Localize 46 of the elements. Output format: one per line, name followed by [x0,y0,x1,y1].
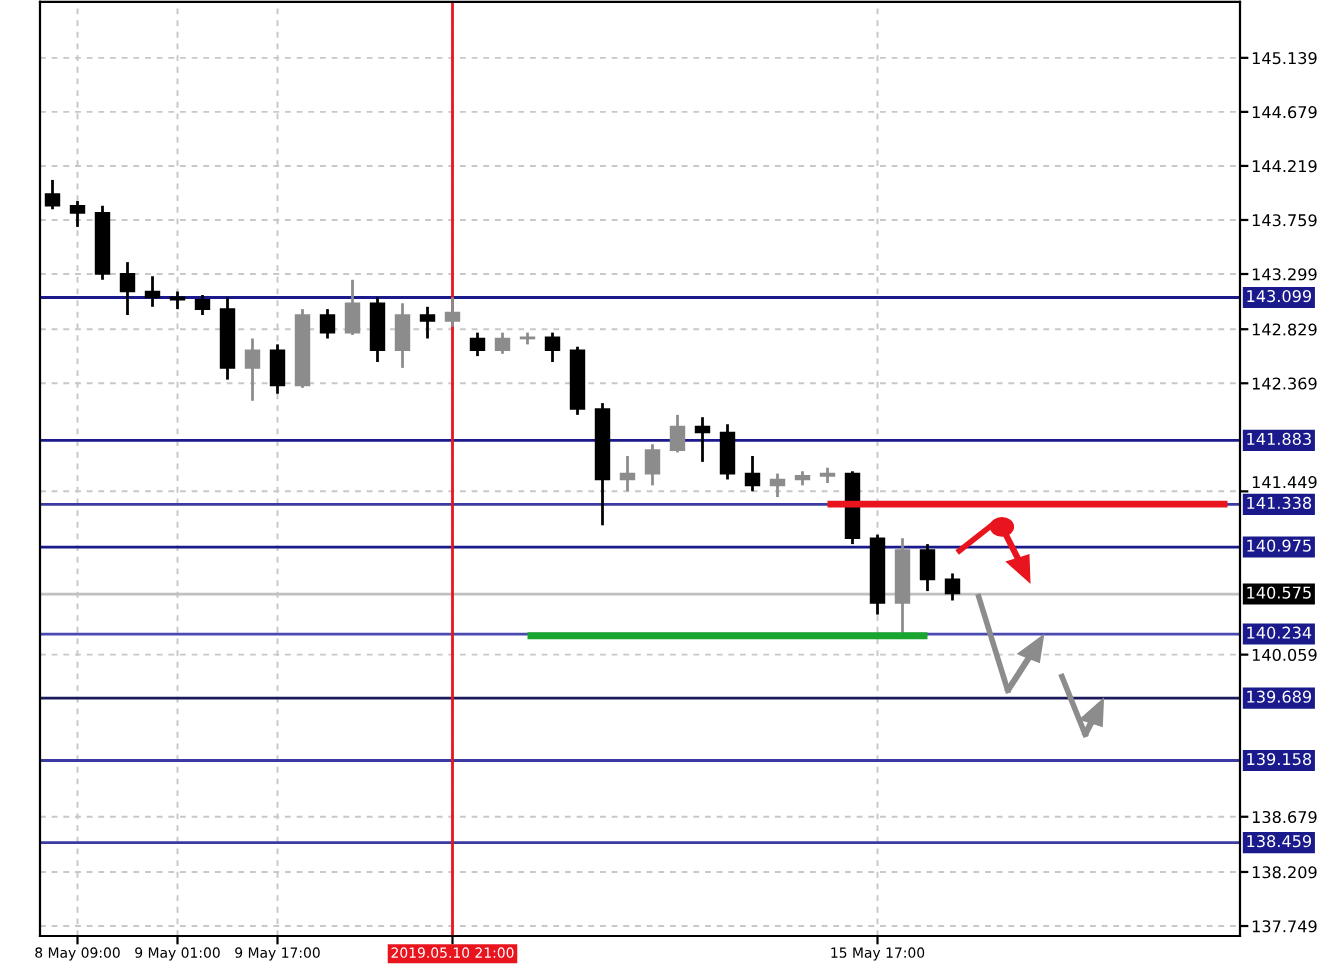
candlestick [119,260,136,317]
ref-line-label: 139.689 [1247,690,1312,703]
y-tick-label: 144.219 [1252,160,1317,173]
y-tick-label: 141.449 [1252,476,1317,489]
y-tick-label: 138.209 [1252,866,1317,879]
candlestick [344,278,361,337]
y-tick-label: 142.369 [1252,377,1317,390]
y-tick-label: 142.829 [1252,323,1317,336]
candlestick [144,274,161,309]
candlestick [494,331,511,356]
candlestick [719,422,736,481]
candlestick [319,307,336,340]
candlestick [944,572,961,602]
candlestick [919,542,936,593]
ref-line-label: 141.883 [1247,432,1311,446]
candlestick [394,301,411,370]
y-tick-label: 143.299 [1252,268,1317,281]
ref-line-label: 138.459 [1247,835,1312,848]
y-tick-label: 140.059 [1252,648,1317,661]
ref-line-label: 140.234 [1247,626,1312,639]
candlestick [194,293,211,317]
candlestick [769,472,786,499]
ref-line-label: 140.575 [1247,586,1311,599]
candlestick [269,342,286,396]
candlestick [244,337,261,403]
candlestick [619,454,636,493]
candlestick [644,442,661,487]
candlestick [469,331,486,358]
y-tick-label: 144.679 [1252,106,1317,119]
ref-line-label: 139.158 [1247,752,1312,766]
candlestick [419,305,436,340]
y-tick-label: 137.749 [1252,920,1317,933]
candlestick [69,199,86,229]
candlestick [669,413,686,454]
candlestick [744,454,761,493]
candlestick [544,331,561,364]
y-tick-label: 143.759 [1252,214,1317,227]
candlestick [369,296,386,364]
y-tick-label: 138.679 [1252,810,1317,824]
candlestick [694,415,711,464]
ref-line-label: 140.975 [1247,539,1311,552]
candlestick [444,296,461,329]
y-tick-label: 145.139 [1252,52,1317,65]
ref-line-label: 141.338 [1247,496,1312,510]
ref-line-label: 143.099 [1247,289,1312,303]
candlestick [44,178,61,211]
